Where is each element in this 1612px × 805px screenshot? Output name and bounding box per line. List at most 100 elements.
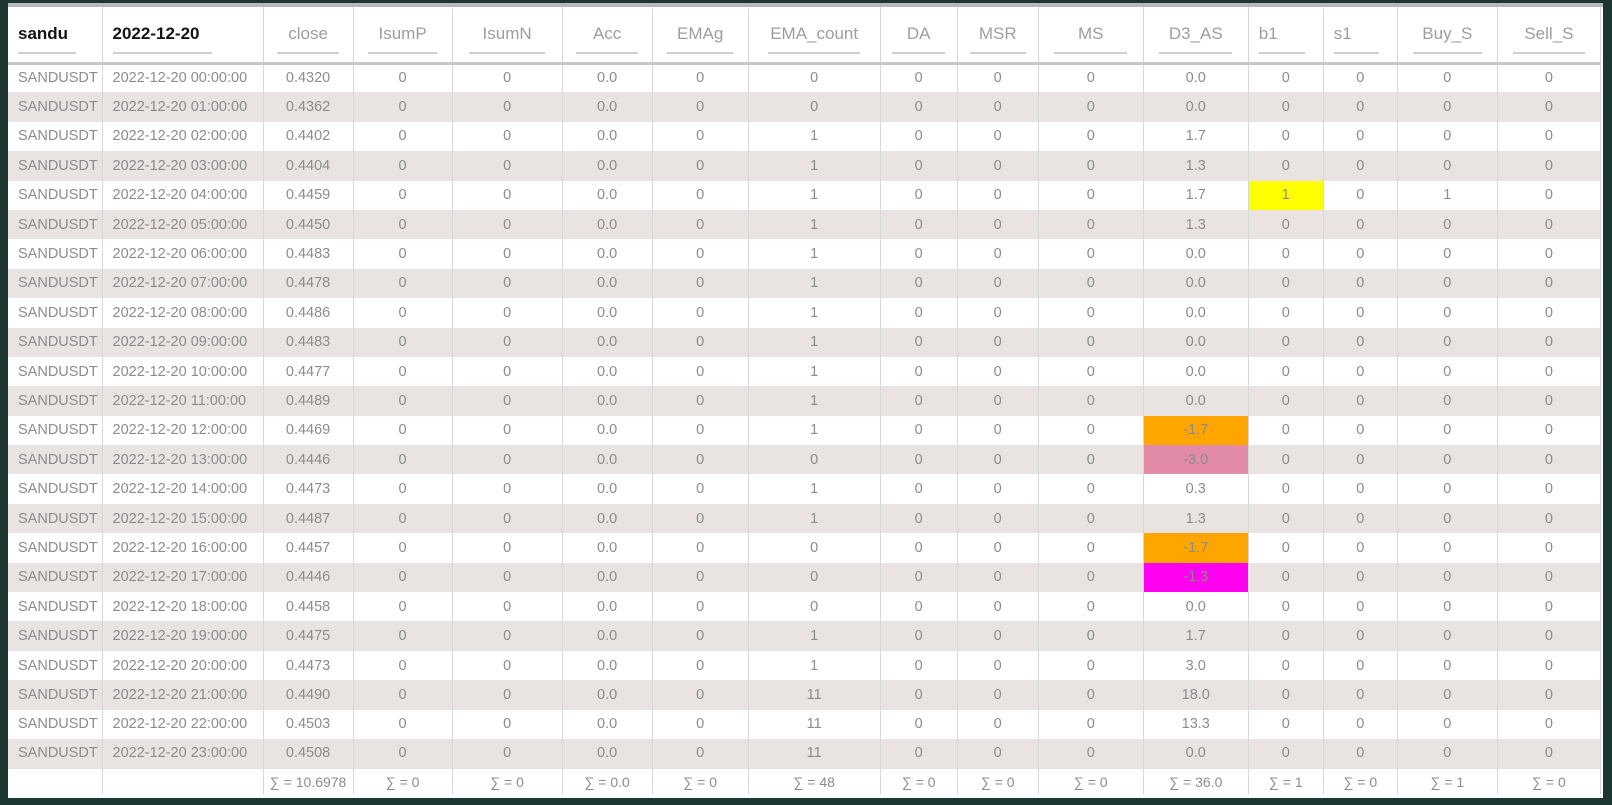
cell-sandu[interactable]: SANDUSDT xyxy=(8,592,103,622)
cell-MSR[interactable]: 0 xyxy=(957,592,1039,622)
cell-IsumP[interactable]: 0 xyxy=(353,268,453,299)
cell-date[interactable]: 2022-12-20 05:00:00 xyxy=(102,209,264,240)
cell-IsumN[interactable]: 0 xyxy=(452,239,563,269)
cell-MSR[interactable]: 0 xyxy=(957,386,1039,416)
cell-date[interactable]: 2022-12-20 19:00:00 xyxy=(102,621,264,651)
cell-Buy_S[interactable]: 0 xyxy=(1397,474,1498,504)
cell-sandu[interactable]: SANDUSDT xyxy=(8,415,103,446)
cell-EMAg[interactable]: 0 xyxy=(652,151,749,181)
cell-close[interactable]: 0.4446 xyxy=(263,445,354,475)
column-header-D3_AS[interactable]: D3_AS xyxy=(1143,7,1249,63)
cell-IsumP[interactable]: 0 xyxy=(353,356,453,387)
cell-s1[interactable]: 0 xyxy=(1323,63,1398,93)
cell-MSR[interactable]: 0 xyxy=(957,268,1039,299)
cell-b1[interactable]: 0 xyxy=(1248,386,1324,416)
cell-Buy_S[interactable]: 0 xyxy=(1397,680,1498,710)
cell-date[interactable]: 2022-12-20 15:00:00 xyxy=(102,503,264,534)
cell-EMAg[interactable]: 0 xyxy=(652,650,749,681)
cell-s1[interactable]: 0 xyxy=(1323,327,1398,357)
cell-b1[interactable]: 0 xyxy=(1248,503,1324,534)
cell-date[interactable]: 2022-12-20 01:00:00 xyxy=(102,92,264,122)
cell-close[interactable]: 0.4473 xyxy=(263,650,354,681)
column-header-EMAg[interactable]: EMAg xyxy=(652,7,749,63)
cell-IsumN[interactable]: 0 xyxy=(452,63,563,93)
cell-EMA_count[interactable]: 1 xyxy=(748,356,881,387)
cell-Buy_S[interactable]: 0 xyxy=(1397,738,1498,769)
cell-Buy_S[interactable]: 0 xyxy=(1397,151,1498,181)
column-header-IsumP[interactable]: IsumP xyxy=(353,7,453,63)
cell-DA[interactable]: 0 xyxy=(880,474,958,504)
cell-sandu[interactable]: SANDUSDT xyxy=(8,445,103,475)
cell-Sell_S[interactable]: 0 xyxy=(1497,268,1602,299)
cell-s1[interactable]: 0 xyxy=(1323,533,1398,563)
cell-date[interactable]: 2022-12-20 04:00:00 xyxy=(102,180,264,210)
cell-sandu[interactable]: SANDUSDT xyxy=(8,327,103,357)
cell-EMAg[interactable]: 0 xyxy=(652,503,749,534)
cell-IsumP[interactable]: 0 xyxy=(353,180,453,210)
cell-b1[interactable]: 0 xyxy=(1248,650,1324,681)
cell-EMA_count[interactable]: 1 xyxy=(748,474,881,504)
cell-Acc[interactable]: 0.0 xyxy=(562,63,653,93)
cell-b1[interactable]: 0 xyxy=(1248,621,1324,651)
cell-MS[interactable]: 0 xyxy=(1038,738,1144,769)
cell-MSR[interactable]: 0 xyxy=(957,709,1039,739)
cell-Acc[interactable]: 0.0 xyxy=(562,680,653,710)
cell-EMA_count[interactable]: 0 xyxy=(748,445,881,475)
cell-Acc[interactable]: 0.0 xyxy=(562,738,653,769)
cell-MSR[interactable]: 0 xyxy=(957,239,1039,269)
cell-IsumP[interactable]: 0 xyxy=(353,298,453,328)
cell-D3_AS[interactable]: 0.0 xyxy=(1143,63,1249,93)
cell-b1[interactable]: 0 xyxy=(1248,533,1324,563)
cell-EMAg[interactable]: 0 xyxy=(652,533,749,563)
cell-close[interactable]: 0.4320 xyxy=(263,63,354,93)
cell-IsumP[interactable]: 0 xyxy=(353,92,453,122)
cell-DA[interactable]: 0 xyxy=(880,327,958,357)
cell-Acc[interactable]: 0.0 xyxy=(562,92,653,122)
cell-s1[interactable]: 0 xyxy=(1323,474,1398,504)
highlighted-cell-D3_AS[interactable]: -1.7 xyxy=(1143,415,1249,446)
cell-EMAg[interactable]: 0 xyxy=(652,298,749,328)
cell-MS[interactable]: 0 xyxy=(1038,298,1144,328)
cell-Acc[interactable]: 0.0 xyxy=(562,180,653,210)
cell-Acc[interactable]: 0.0 xyxy=(562,709,653,739)
cell-s1[interactable]: 0 xyxy=(1323,621,1398,651)
cell-MS[interactable]: 0 xyxy=(1038,650,1144,681)
cell-Sell_S[interactable]: 0 xyxy=(1497,592,1602,622)
cell-date[interactable]: 2022-12-20 06:00:00 xyxy=(102,239,264,269)
cell-EMA_count[interactable]: 1 xyxy=(748,386,881,416)
cell-D3_AS[interactable]: 0.0 xyxy=(1143,268,1249,299)
cell-MSR[interactable]: 0 xyxy=(957,63,1039,93)
cell-EMAg[interactable]: 0 xyxy=(652,209,749,240)
cell-D3_AS[interactable]: 0.0 xyxy=(1143,298,1249,328)
cell-IsumN[interactable]: 0 xyxy=(452,474,563,504)
cell-Acc[interactable]: 0.0 xyxy=(562,121,653,152)
cell-Sell_S[interactable]: 0 xyxy=(1497,386,1602,416)
cell-MS[interactable]: 0 xyxy=(1038,356,1144,387)
cell-Buy_S[interactable]: 0 xyxy=(1397,445,1498,475)
cell-DA[interactable]: 0 xyxy=(880,268,958,299)
cell-MS[interactable]: 0 xyxy=(1038,209,1144,240)
cell-b1[interactable]: 0 xyxy=(1248,562,1324,593)
cell-b1[interactable]: 0 xyxy=(1248,298,1324,328)
cell-Acc[interactable]: 0.0 xyxy=(562,592,653,622)
cell-DA[interactable]: 0 xyxy=(880,63,958,93)
cell-date[interactable]: 2022-12-20 13:00:00 xyxy=(102,445,264,475)
cell-EMA_count[interactable]: 11 xyxy=(748,680,881,710)
cell-Buy_S[interactable]: 0 xyxy=(1397,386,1498,416)
cell-DA[interactable]: 0 xyxy=(880,562,958,593)
cell-Sell_S[interactable]: 0 xyxy=(1497,151,1602,181)
cell-DA[interactable]: 0 xyxy=(880,386,958,416)
cell-b1[interactable]: 0 xyxy=(1248,709,1324,739)
cell-IsumP[interactable]: 0 xyxy=(353,327,453,357)
column-header-IsumN[interactable]: IsumN xyxy=(452,7,563,63)
cell-date[interactable]: 2022-12-20 03:00:00 xyxy=(102,151,264,181)
column-header-MS[interactable]: MS xyxy=(1038,7,1144,63)
cell-date[interactable]: 2022-12-20 00:00:00 xyxy=(102,63,264,93)
cell-Sell_S[interactable]: 0 xyxy=(1497,445,1602,475)
cell-EMAg[interactable]: 0 xyxy=(652,327,749,357)
cell-Sell_S[interactable]: 0 xyxy=(1497,533,1602,563)
cell-MS[interactable]: 0 xyxy=(1038,386,1144,416)
cell-MS[interactable]: 0 xyxy=(1038,415,1144,446)
cell-IsumP[interactable]: 0 xyxy=(353,592,453,622)
cell-s1[interactable]: 0 xyxy=(1323,415,1398,446)
